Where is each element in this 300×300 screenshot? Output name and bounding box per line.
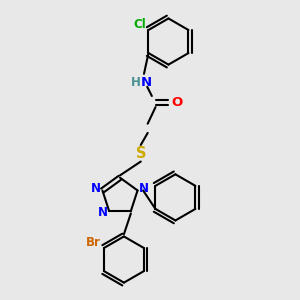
Text: Cl: Cl xyxy=(133,18,146,32)
Text: O: O xyxy=(171,96,182,109)
Text: N: N xyxy=(141,76,152,89)
Text: Br: Br xyxy=(86,236,101,248)
Text: N: N xyxy=(91,182,101,195)
Text: H: H xyxy=(131,76,141,89)
Text: S: S xyxy=(136,146,146,161)
Text: N: N xyxy=(98,206,108,218)
Text: N: N xyxy=(139,182,149,195)
